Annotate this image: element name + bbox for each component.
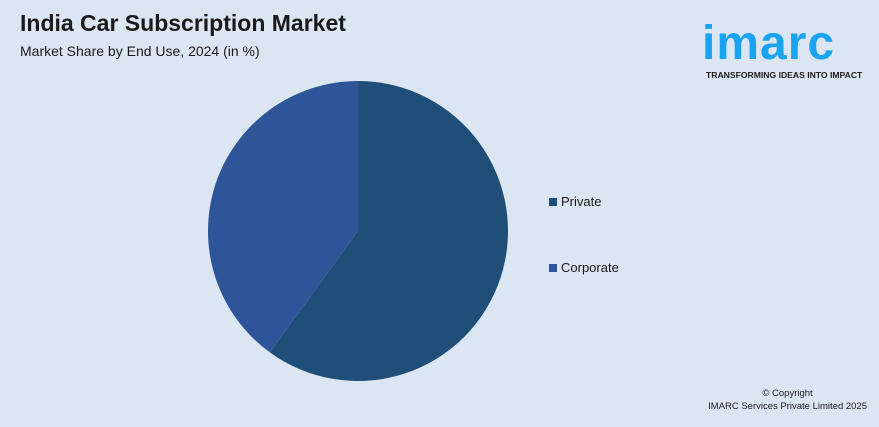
pie-slice-corporate	[208, 81, 358, 353]
chart-subtitle: Market Share by End Use, 2024 (in %)	[20, 43, 260, 59]
legend-label-private: Private	[561, 194, 602, 209]
legend-item-private: Private	[549, 194, 601, 209]
imarc-logo: imarc TRANSFORMING IDEAS INTO IMPACT	[700, 8, 875, 83]
legend-label-corporate: Corporate	[561, 260, 619, 275]
logo-wordmark: imarc	[702, 17, 836, 70]
copyright-label: © Copyright	[762, 388, 813, 399]
legend-swatch-private	[549, 197, 557, 206]
legend-item-corporate: Corporate	[549, 260, 619, 275]
copyright-company: IMARC Services Private Limited 2025	[708, 401, 867, 412]
pie-slice-private	[269, 81, 509, 381]
chart-title: India Car Subscription Market	[20, 10, 346, 36]
legend-swatch-corporate	[549, 263, 557, 272]
copyright: © Copyright IMARC Services Private Limit…	[708, 387, 867, 413]
logo-tagline: TRANSFORMING IDEAS INTO IMPACT	[706, 70, 863, 80]
